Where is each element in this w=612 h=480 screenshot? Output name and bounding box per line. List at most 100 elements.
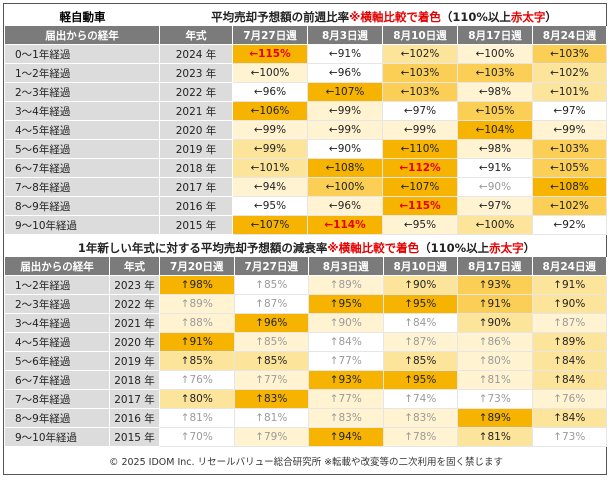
value-cell: ↑87% [532, 314, 607, 333]
value-cell: ↑73% [458, 390, 533, 409]
year-cell: 2017 年 [110, 390, 160, 409]
value-cell: ↑77% [309, 352, 384, 371]
value-cell: ←96% [233, 83, 308, 102]
year-cell: 2024 年 [160, 45, 233, 64]
year-cell: 2019 年 [110, 352, 160, 371]
value-cell: ←100% [458, 216, 533, 235]
value-cell: ↑98% [160, 276, 235, 295]
value-cell: ↑89% [532, 333, 607, 352]
value-cell: ↑90% [383, 276, 458, 295]
year-cell: 2020 年 [110, 333, 160, 352]
age-cell: 3～4年経過 [5, 314, 110, 333]
vehicle-label: 軽自動車 [59, 10, 106, 24]
value-cell: ↑83% [234, 390, 309, 409]
value-cell: ↑85% [383, 352, 458, 371]
value-cell: ↑85% [234, 352, 309, 371]
column-header: 8月17日週 [458, 26, 533, 45]
value-cell: ↑96% [234, 314, 309, 333]
value-cell: ←103% [383, 64, 458, 83]
value-cell: ←107% [383, 178, 458, 197]
value-cell: ↑84% [383, 314, 458, 333]
value-cell: ↑78% [383, 428, 458, 447]
value-cell: ←102% [533, 197, 607, 216]
year-cell: 2015 年 [110, 428, 160, 447]
column-header: 8月24日週 [533, 26, 607, 45]
age-cell: 9～10年経過 [5, 428, 110, 447]
year-cell: 2023 年 [110, 276, 160, 295]
value-cell: ←100% [233, 64, 308, 83]
value-cell: ←114% [308, 216, 383, 235]
value-cell: ↑74% [383, 390, 458, 409]
value-cell: ↑89% [160, 295, 235, 314]
value-cell: ↑95% [383, 371, 458, 390]
value-cell: ←95% [233, 197, 308, 216]
value-cell: ←92% [533, 216, 607, 235]
value-cell: ↑93% [309, 371, 384, 390]
value-cell: ←97% [383, 102, 458, 121]
age-cell: 1～2年経過 [5, 64, 160, 83]
value-cell: ↑81% [160, 409, 235, 428]
column-header: 7月27日週 [233, 26, 308, 45]
title-part: 赤太字 [510, 10, 546, 24]
value-cell: ↑84% [532, 371, 607, 390]
year-cell: 2018 年 [110, 371, 160, 390]
frame [3, 3, 607, 475]
value-cell: ↑85% [234, 333, 309, 352]
value-cell: ↑79% [234, 428, 309, 447]
title-part: 1年新しい年式に対する平均売却予想額の減衰率 [77, 240, 328, 255]
value-cell: ↑87% [234, 295, 309, 314]
year-cell: 2018 年 [160, 159, 233, 178]
year-cell: 2017 年 [160, 178, 233, 197]
column-header: 8月3日週 [309, 257, 384, 276]
title-part: ） [545, 10, 557, 24]
age-cell: 8～9年経過 [5, 409, 110, 428]
value-cell: ←108% [308, 159, 383, 178]
value-cell: ↑91% [160, 333, 235, 352]
value-cell: ←112% [383, 159, 458, 178]
year-cell: 2020 年 [160, 121, 233, 140]
value-cell: ←101% [233, 159, 308, 178]
age-cell: 4～5年経過 [5, 333, 110, 352]
value-cell: ←97% [458, 197, 533, 216]
age-cell: 8～9年経過 [5, 197, 160, 216]
value-cell: ↑84% [532, 352, 607, 371]
column-header: 8月24日週 [532, 257, 607, 276]
column-header: 届出からの経年 [5, 26, 160, 45]
age-cell: 2～3年経過 [5, 83, 160, 102]
column-header: 年式 [110, 257, 160, 276]
column-header: 届出からの経年 [5, 257, 110, 276]
column-header: 7月27日週 [234, 257, 309, 276]
value-cell: ←94% [233, 178, 308, 197]
column-header: 8月10日週 [383, 257, 458, 276]
value-cell: ←99% [383, 121, 458, 140]
age-cell: 9～10年経過 [5, 216, 160, 235]
value-cell: ←105% [533, 159, 607, 178]
value-cell: ←101% [533, 83, 607, 102]
value-cell: ←96% [308, 197, 383, 216]
value-cell: ↑95% [383, 295, 458, 314]
age-cell: 7～8年経過 [5, 178, 160, 197]
age-cell: 6～7年経過 [5, 371, 110, 390]
year-cell: 2022 年 [110, 295, 160, 314]
value-cell: ←91% [308, 45, 383, 64]
age-cell: 5～6年経過 [5, 352, 110, 371]
column-header: 8月10日週 [383, 26, 458, 45]
value-cell: ↑76% [532, 390, 607, 409]
value-cell: ←98% [458, 83, 533, 102]
value-cell: ←97% [533, 102, 607, 121]
column-header: 年式 [160, 26, 233, 45]
value-cell: ←106% [233, 102, 308, 121]
value-cell: ←102% [383, 45, 458, 64]
value-cell: ←115% [233, 45, 308, 64]
year-cell: 2022 年 [160, 83, 233, 102]
value-cell: ←99% [308, 102, 383, 121]
value-cell: ←104% [458, 121, 533, 140]
value-cell: ↑76% [160, 371, 235, 390]
value-cell: ↑93% [458, 276, 533, 295]
value-cell: ←95% [383, 216, 458, 235]
age-cell: 1～2年経過 [5, 276, 110, 295]
value-cell: ←103% [458, 64, 533, 83]
age-cell: 6～7年経過 [5, 159, 160, 178]
value-cell: ←98% [458, 140, 533, 159]
title-part: ※横軸比較で着色 [327, 240, 420, 255]
